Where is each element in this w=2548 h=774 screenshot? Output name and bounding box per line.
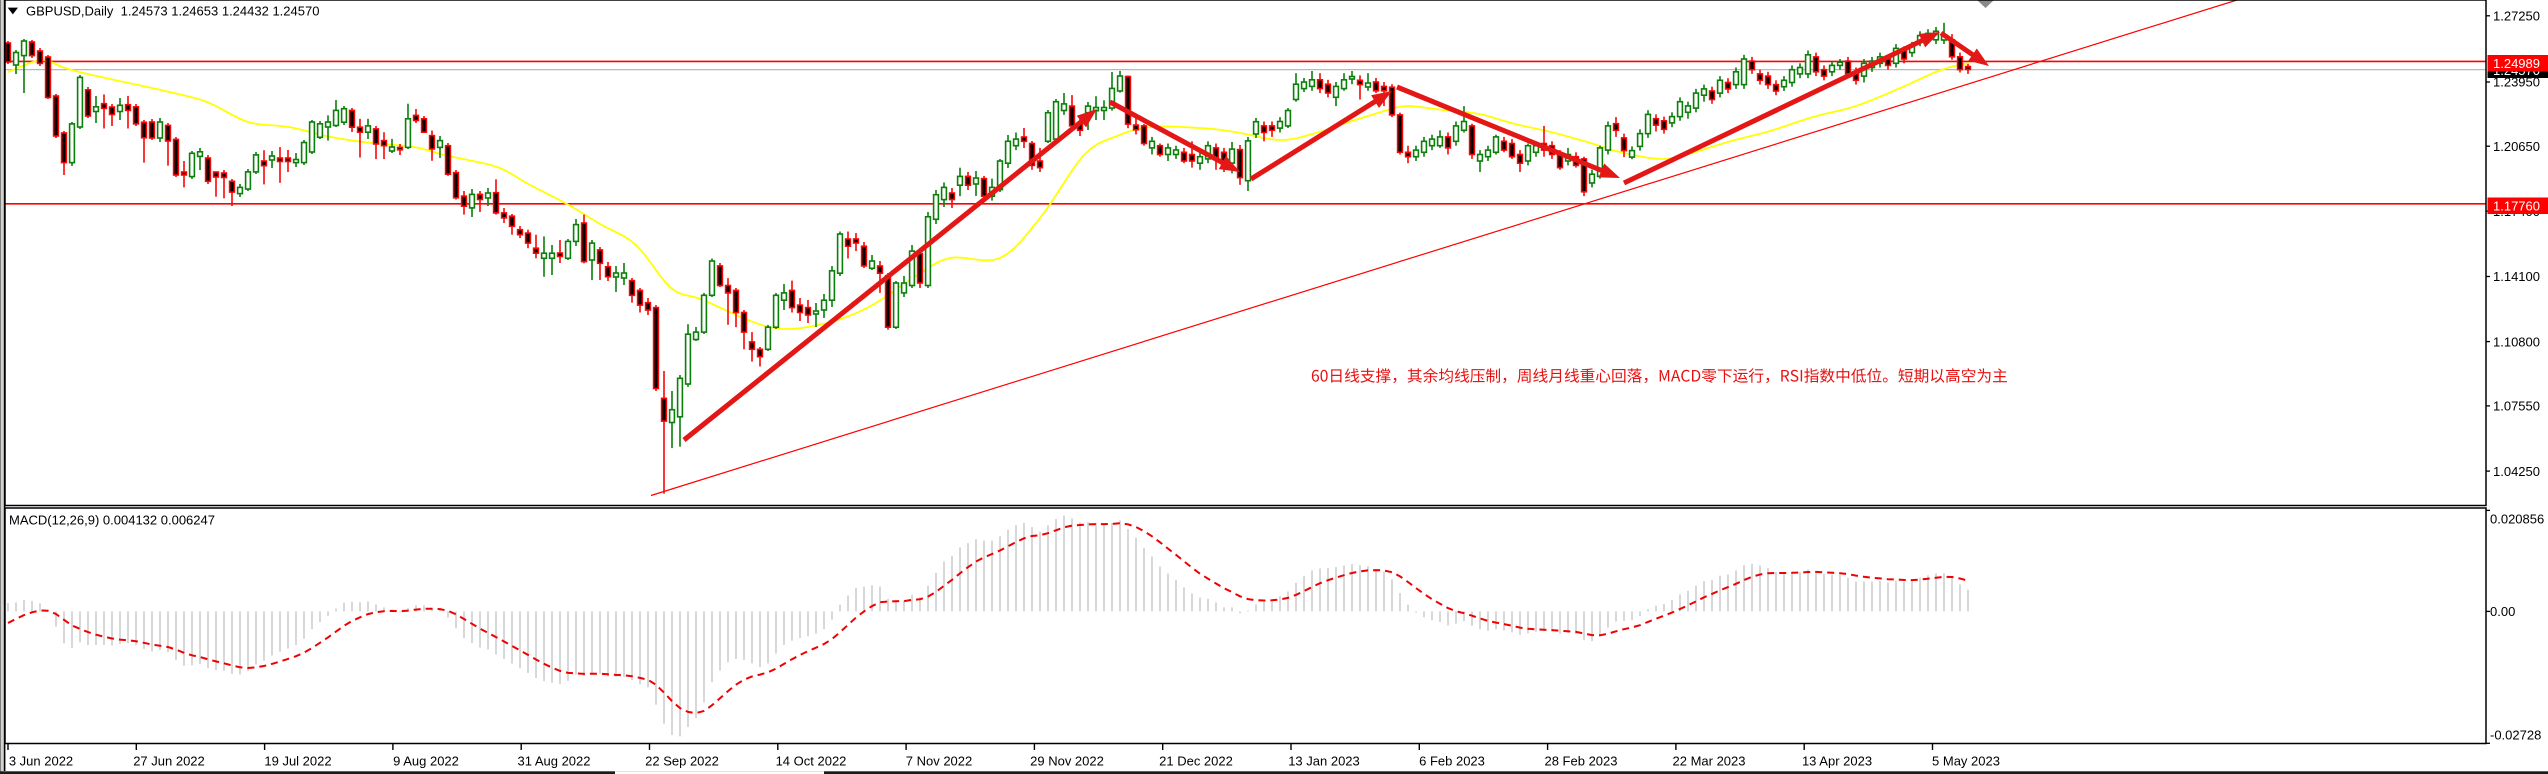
svg-text:1.04250: 1.04250 bbox=[2493, 464, 2540, 479]
svg-text:1.23950: 1.23950 bbox=[2493, 75, 2540, 90]
svg-text:0.020856: 0.020856 bbox=[2490, 512, 2544, 527]
svg-text:1.10800: 1.10800 bbox=[2493, 334, 2540, 349]
svg-text:1.07550: 1.07550 bbox=[2493, 399, 2540, 414]
svg-text:-0.02728: -0.02728 bbox=[2490, 728, 2541, 743]
svg-text:1.14100: 1.14100 bbox=[2493, 269, 2540, 284]
svg-text:27 Jun 2022: 27 Jun 2022 bbox=[133, 754, 205, 769]
svg-text:3 Jun 2022: 3 Jun 2022 bbox=[9, 754, 73, 769]
svg-text:5 May 2023: 5 May 2023 bbox=[1932, 754, 2000, 769]
svg-text:14 Oct 2022: 14 Oct 2022 bbox=[776, 754, 847, 769]
svg-text:19 Jul 2022: 19 Jul 2022 bbox=[264, 754, 331, 769]
svg-text:1.17760: 1.17760 bbox=[2493, 198, 2540, 213]
svg-text:29 Nov 2022: 29 Nov 2022 bbox=[1030, 754, 1104, 769]
svg-text:GBPUSD,Daily 1.24573 1.24653: GBPUSD,Daily 1.24573 1.24653 1.24432 1.2… bbox=[26, 3, 319, 18]
svg-text:22 Mar 2023: 22 Mar 2023 bbox=[1673, 754, 1746, 769]
svg-text:13 Apr 2023: 13 Apr 2023 bbox=[1802, 754, 1872, 769]
svg-text:1.20650: 1.20650 bbox=[2493, 139, 2540, 154]
svg-text:MACD(12,26,9) 0.004132 0.00624: MACD(12,26,9) 0.004132 0.006247 bbox=[9, 513, 215, 528]
svg-text:31 Aug 2022: 31 Aug 2022 bbox=[517, 754, 590, 769]
svg-text:0.00: 0.00 bbox=[2490, 604, 2515, 619]
svg-text:7 Nov 2022: 7 Nov 2022 bbox=[906, 754, 973, 769]
svg-text:22 Sep 2022: 22 Sep 2022 bbox=[645, 754, 719, 769]
svg-text:9 Aug 2022: 9 Aug 2022 bbox=[393, 754, 459, 769]
svg-text:28 Feb 2023: 28 Feb 2023 bbox=[1544, 754, 1617, 769]
svg-text:6 Feb 2023: 6 Feb 2023 bbox=[1419, 754, 1485, 769]
svg-text:21 Dec 2022: 21 Dec 2022 bbox=[1159, 754, 1233, 769]
svg-text:1.27250: 1.27250 bbox=[2493, 9, 2540, 24]
svg-text:1.24989: 1.24989 bbox=[2493, 56, 2540, 71]
svg-text:13 Jan 2023: 13 Jan 2023 bbox=[1288, 754, 1360, 769]
